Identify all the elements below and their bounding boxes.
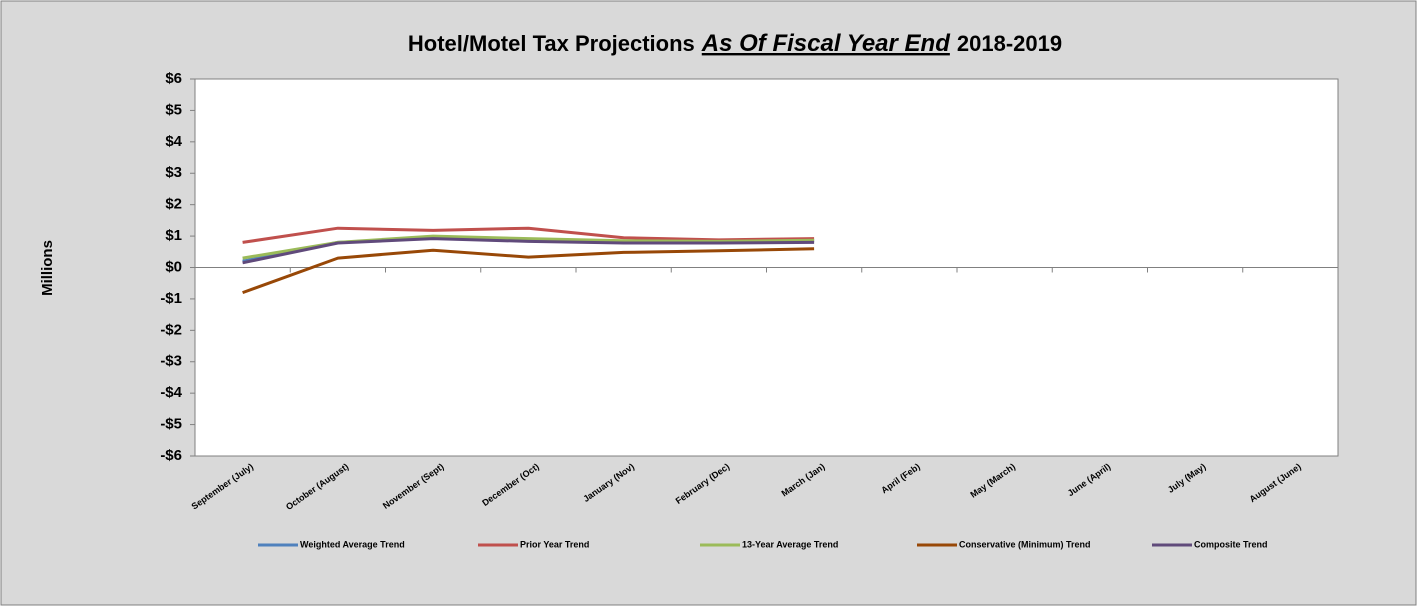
y-tick-label: $2 — [165, 196, 182, 213]
legend-label: Weighted Average Trend — [300, 539, 405, 549]
legend-label: 13-Year Average Trend — [742, 539, 838, 549]
y-tick-label: $6 — [165, 70, 182, 87]
y-tick-label: -$4 — [160, 384, 182, 401]
y-tick-label: $4 — [165, 133, 182, 150]
y-tick-label: -$5 — [160, 416, 182, 433]
y-tick-label: $3 — [165, 164, 182, 181]
y-tick-label: -$3 — [160, 353, 182, 370]
y-tick-label: -$6 — [160, 447, 182, 464]
y-tick-label: $1 — [165, 227, 182, 244]
series-line — [242, 237, 815, 265]
chart-title: Hotel/Motel Tax Projections As Of Fiscal … — [408, 30, 1062, 57]
y-tick-label: -$1 — [160, 290, 182, 307]
y-tick-label: -$2 — [160, 321, 182, 338]
y-tick-label: $5 — [165, 101, 182, 118]
title-part: 2018-2019 — [957, 31, 1062, 56]
title-part: Hotel/Motel Tax Projections — [408, 31, 695, 56]
y-tick-label: $0 — [165, 258, 182, 275]
legend-label: Composite Trend — [1194, 539, 1268, 549]
legend-label: Conservative (Minimum) Trend — [959, 539, 1091, 549]
legend-label: Prior Year Trend — [520, 539, 589, 549]
y-axis-label: Millions — [39, 240, 56, 296]
series-line — [242, 247, 815, 295]
title-part: As Of Fiscal Year End — [701, 30, 951, 57]
